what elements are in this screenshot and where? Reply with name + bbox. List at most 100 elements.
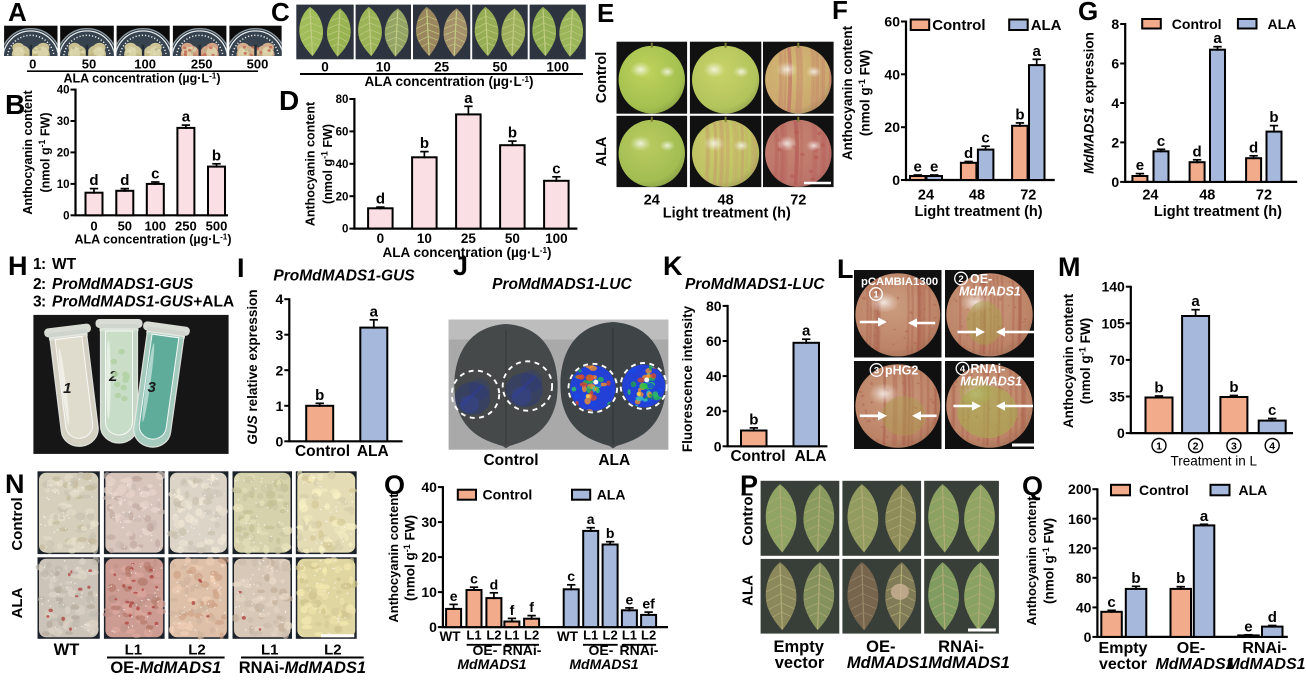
- svg-text:Control: Control: [483, 452, 538, 469]
- svg-text:ProMdMADS1-GUS: ProMdMADS1-GUS: [52, 276, 194, 293]
- svg-text:140: 140: [1101, 279, 1125, 295]
- svg-text:b: b: [1176, 570, 1185, 587]
- svg-text:ALA: ALA: [357, 443, 389, 460]
- svg-text:c: c: [1268, 402, 1276, 419]
- svg-text:ALA: ALA: [9, 587, 26, 618]
- svg-text:4: 4: [960, 364, 966, 375]
- svg-text:WT: WT: [440, 629, 462, 644]
- svg-text:70: 70: [1109, 352, 1125, 368]
- svg-text:40: 40: [706, 368, 722, 384]
- svg-text:1: 1: [33, 256, 42, 273]
- svg-text:RNAi-: RNAi-: [620, 642, 659, 658]
- svg-text:MdMADS1: MdMADS1: [457, 656, 526, 672]
- svg-text:OE-: OE-: [589, 642, 614, 658]
- svg-text:105: 105: [1101, 315, 1125, 331]
- svg-text:ALA: ALA: [740, 575, 757, 606]
- svg-text:Control: Control: [1139, 482, 1189, 498]
- svg-text:0: 0: [29, 57, 36, 72]
- svg-text:3: 3: [1231, 440, 1237, 452]
- svg-text:ALA: ALA: [795, 448, 827, 465]
- svg-text:e: e: [914, 159, 922, 176]
- svg-text:8: 8: [1111, 16, 1119, 32]
- svg-text:Anthocyanin content: Anthocyanin content: [21, 90, 35, 215]
- svg-text:2: 2: [958, 274, 963, 285]
- svg-text:G: G: [1078, 0, 1098, 26]
- svg-text:10: 10: [417, 231, 432, 246]
- svg-text:M: M: [1058, 252, 1081, 282]
- svg-text:e: e: [1244, 618, 1252, 635]
- svg-text:50: 50: [82, 57, 96, 72]
- svg-text:ALA: ALA: [598, 452, 630, 469]
- svg-text:L1: L1: [261, 642, 279, 659]
- svg-text:H: H: [8, 251, 28, 281]
- svg-text:Q: Q: [1022, 471, 1043, 501]
- svg-text:RNAi-: RNAi-: [503, 642, 542, 658]
- svg-text:0: 0: [377, 231, 385, 246]
- svg-text:Anthocyanin content: Anthocyanin content: [1024, 496, 1039, 626]
- svg-text:40: 40: [421, 479, 437, 495]
- svg-text:24: 24: [918, 188, 934, 204]
- svg-text:A: A: [8, 0, 27, 27]
- svg-text:0: 0: [276, 433, 284, 449]
- svg-text:L1: L1: [504, 628, 519, 643]
- svg-text:Control: Control: [483, 487, 533, 503]
- svg-text:Fluorescence intensity: Fluorescence intensity: [680, 305, 695, 452]
- svg-text:4: 4: [1269, 440, 1275, 452]
- svg-text:10: 10: [57, 179, 70, 191]
- svg-text:120: 120: [1068, 540, 1092, 556]
- svg-text:ALA: ALA: [1239, 482, 1268, 498]
- svg-text:0: 0: [1084, 629, 1092, 645]
- svg-text:1: 1: [276, 398, 284, 414]
- svg-text:10: 10: [421, 584, 437, 600]
- svg-text:L1: L1: [466, 628, 481, 643]
- svg-text:RNAi-: RNAi-: [1242, 640, 1286, 657]
- svg-text:GUS relative expression: GUS relative expression: [245, 289, 260, 444]
- svg-text:2: 2: [1111, 135, 1119, 151]
- svg-text:60: 60: [706, 333, 722, 349]
- svg-text:a: a: [587, 511, 595, 527]
- svg-text:1: 1: [1156, 440, 1162, 452]
- svg-text:c: c: [552, 160, 560, 177]
- svg-text:20: 20: [421, 549, 437, 565]
- svg-text::: :: [41, 256, 46, 273]
- svg-text:3: 3: [147, 379, 156, 396]
- svg-text:ef: ef: [642, 596, 655, 612]
- svg-text:f: f: [529, 599, 534, 615]
- svg-text:OE-MdMADS1: OE-MdMADS1: [110, 659, 221, 677]
- svg-text:0: 0: [63, 210, 69, 222]
- svg-text:(nmol g-1 FW): (nmol g-1 FW): [1041, 518, 1057, 604]
- svg-text:ALA: ALA: [1031, 17, 1062, 34]
- svg-text:MdMADS1: MdMADS1: [928, 654, 1010, 672]
- svg-text:d: d: [89, 172, 98, 189]
- svg-text:a: a: [464, 90, 473, 107]
- svg-text::: :: [41, 294, 46, 311]
- svg-text:0: 0: [892, 172, 900, 188]
- svg-text:L2: L2: [641, 628, 656, 643]
- svg-text:100: 100: [546, 60, 569, 75]
- svg-text:40: 40: [336, 159, 349, 171]
- svg-text:80: 80: [336, 94, 349, 106]
- svg-text:0: 0: [1111, 174, 1119, 190]
- svg-text:ProMdMADS1-GUS+ALA: ProMdMADS1-GUS+ALA: [52, 294, 234, 311]
- svg-text:e: e: [450, 588, 458, 604]
- svg-text:0: 0: [90, 219, 97, 234]
- svg-text:4: 4: [276, 291, 284, 307]
- svg-text:OE-: OE-: [1177, 640, 1205, 657]
- svg-text:ALA: ALA: [597, 487, 626, 503]
- svg-text:ALA: ALA: [594, 136, 610, 166]
- svg-text:ALA concentration (µg·L-1): ALA concentration (µg·L-1): [74, 233, 231, 247]
- svg-text:Control: Control: [594, 52, 610, 104]
- svg-text:(nmol g-1 FW): (nmol g-1 FW): [402, 515, 418, 601]
- svg-text:L2: L2: [324, 642, 342, 659]
- svg-text:b: b: [606, 525, 615, 541]
- svg-text:50: 50: [492, 60, 507, 75]
- svg-text:50: 50: [505, 231, 520, 246]
- svg-text:b: b: [315, 387, 324, 404]
- svg-text:160: 160: [1068, 511, 1092, 527]
- svg-text:3: 3: [276, 327, 284, 343]
- svg-text:250: 250: [191, 57, 213, 72]
- svg-text:OE-: OE-: [866, 638, 895, 656]
- svg-text:250: 250: [175, 219, 197, 234]
- svg-text:Control: Control: [9, 497, 26, 550]
- svg-text:(nmol g-1 FW): (nmol g-1 FW): [1077, 318, 1094, 404]
